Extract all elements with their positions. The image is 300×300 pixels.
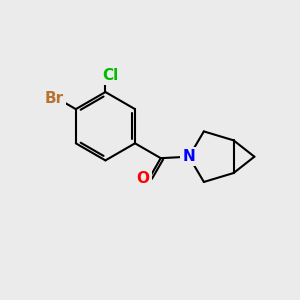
Text: O: O: [136, 171, 150, 186]
Text: Br: Br: [44, 91, 63, 106]
Text: Cl: Cl: [103, 68, 119, 82]
Text: N: N: [183, 149, 195, 164]
